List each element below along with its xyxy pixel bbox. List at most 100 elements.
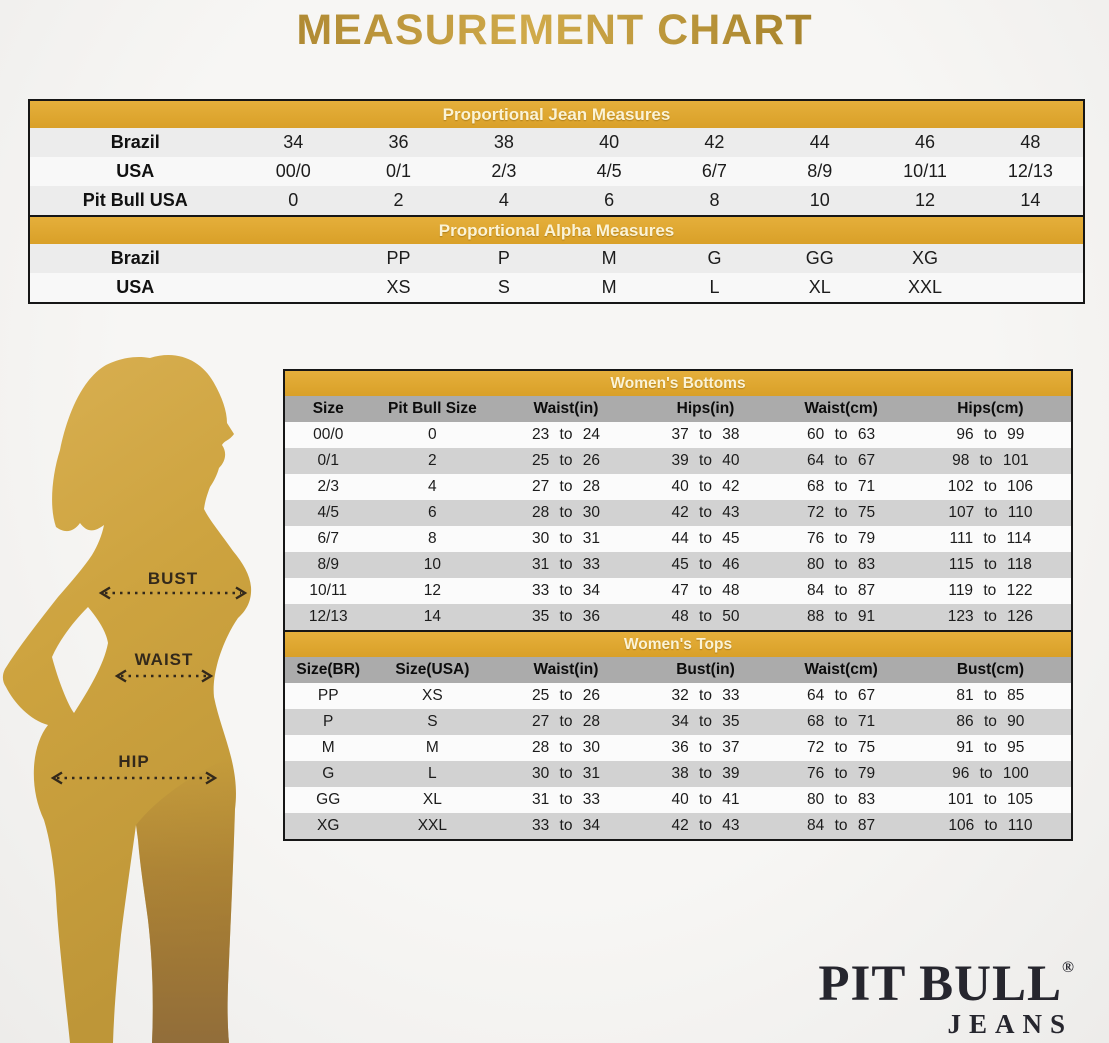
size-value: 00/0 bbox=[313, 426, 344, 443]
size-value: 8 bbox=[428, 530, 437, 547]
size-value: 12/13 bbox=[308, 608, 348, 625]
size-value: 10 bbox=[809, 190, 830, 210]
size-value: M bbox=[601, 248, 617, 268]
size-value: GG bbox=[805, 248, 834, 268]
alpha-measures-header: Proportional Alpha Measures bbox=[30, 215, 1083, 244]
size-value: P bbox=[497, 248, 510, 268]
womens-tops-column-headers: Size(BR) Size(USA) Waist(in) Bust(in) Waist(… bbox=[285, 657, 1071, 683]
size-value: 38 bbox=[493, 132, 514, 152]
size-value: 0/1 bbox=[317, 452, 339, 469]
size-value: XG bbox=[317, 817, 340, 834]
size-value: 0 bbox=[288, 190, 299, 210]
column-header: Waist(in) bbox=[533, 400, 599, 417]
size-value: 6 bbox=[428, 504, 437, 521]
column-header: Bust(in) bbox=[676, 661, 735, 678]
size-value: 2 bbox=[428, 452, 437, 469]
size-value: 0 bbox=[428, 426, 437, 443]
measure-range: 96 to 100 bbox=[952, 765, 1029, 782]
size-value: 12 bbox=[915, 190, 936, 210]
measure-range: 72 to 75 bbox=[807, 739, 876, 756]
row-label: Pit Bull USA bbox=[82, 190, 188, 210]
womens-bottoms-rows: 00/0 0 23 to 24 37 to 38 60 to 63 96 to 99 0/1… bbox=[285, 422, 1071, 630]
measure-range: 106 to 110 bbox=[948, 817, 1033, 834]
size-value: S bbox=[497, 277, 510, 297]
measure-range: 72 to 75 bbox=[807, 504, 876, 521]
size-value: 46 bbox=[915, 132, 936, 152]
size-value: 34 bbox=[283, 132, 304, 152]
size-value: XL bbox=[422, 791, 442, 808]
size-value: 14 bbox=[423, 608, 441, 625]
logo-sub-text: JEANS bbox=[947, 1009, 1073, 1039]
size-value: 42 bbox=[704, 132, 725, 152]
size-value: 40 bbox=[599, 132, 620, 152]
measure-range: 98 to 101 bbox=[952, 452, 1029, 469]
size-value: 10 bbox=[423, 556, 441, 573]
measure-range: 45 to 46 bbox=[671, 556, 740, 573]
woman-silhouette bbox=[2, 354, 252, 1043]
size-value: M bbox=[321, 739, 335, 756]
size-value: 8 bbox=[709, 190, 720, 210]
measure-range: 30 to 31 bbox=[531, 765, 600, 782]
row-label: USA bbox=[116, 161, 155, 181]
size-value: M bbox=[425, 739, 439, 756]
size-value: 14 bbox=[1020, 190, 1041, 210]
size-value: XG bbox=[912, 248, 939, 268]
column-header: Size(USA) bbox=[395, 661, 470, 678]
measure-range: 37 to 38 bbox=[671, 426, 740, 443]
size-value: 48 bbox=[1020, 132, 1041, 152]
measure-range: 107 to 110 bbox=[948, 504, 1033, 521]
measure-range: 64 to 67 bbox=[807, 452, 876, 469]
registered-mark: ® bbox=[1062, 959, 1075, 976]
size-value: 6/7 bbox=[701, 161, 727, 181]
column-header: Waist(cm) bbox=[804, 661, 878, 678]
measure-range: 34 to 35 bbox=[671, 713, 740, 730]
size-value: XL bbox=[808, 277, 831, 297]
measure-range: 25 to 26 bbox=[531, 687, 600, 704]
table-row: USA XS S M L XL XXL bbox=[30, 273, 1083, 302]
size-value: PP bbox=[386, 248, 411, 268]
measure-range: 42 to 43 bbox=[671, 504, 740, 521]
measure-range: 76 to 79 bbox=[807, 530, 876, 547]
measure-range: 86 to 90 bbox=[956, 713, 1025, 730]
size-value: 8/9 bbox=[317, 556, 339, 573]
measure-range: 123 to 126 bbox=[947, 608, 1034, 625]
measure-range: 33 to 34 bbox=[531, 817, 600, 834]
size-value: 8/9 bbox=[807, 161, 833, 181]
table-row: Pit Bull USA 0 2 4 6 8 10 12 14 bbox=[30, 186, 1083, 215]
table-row: G L 30 to 31 38 to 39 76 to 79 96 to 100 bbox=[285, 761, 1071, 787]
column-header: Waist(in) bbox=[533, 661, 599, 678]
hip-label: HIP bbox=[118, 752, 150, 771]
measure-range: 115 to 118 bbox=[948, 556, 1032, 573]
size-value: 00/0 bbox=[275, 161, 311, 181]
waist-arrow-icon bbox=[114, 669, 214, 683]
size-value: 6 bbox=[604, 190, 615, 210]
table-row: 2/3 4 27 to 28 40 to 42 68 to 71 102 to 106 bbox=[285, 474, 1071, 500]
table-row: P S 27 to 28 34 to 35 68 to 71 86 to 90 bbox=[285, 709, 1071, 735]
measure-range: 36 to 37 bbox=[671, 739, 740, 756]
size-value: P bbox=[323, 713, 334, 730]
size-value: S bbox=[427, 713, 438, 730]
size-value: PP bbox=[317, 687, 339, 704]
measure-range: 68 to 71 bbox=[807, 713, 876, 730]
measure-range: 30 to 31 bbox=[531, 530, 600, 547]
measure-range: 84 to 87 bbox=[807, 817, 876, 834]
column-header: Hips(cm) bbox=[957, 400, 1024, 417]
size-value: XS bbox=[386, 277, 411, 297]
measure-range: 47 to 48 bbox=[671, 582, 740, 599]
size-value: L bbox=[709, 277, 720, 297]
column-header: Hips(in) bbox=[676, 400, 735, 417]
measure-range: 91 to 95 bbox=[956, 739, 1025, 756]
table-row: M M 28 to 30 36 to 37 72 to 75 91 to 95 bbox=[285, 735, 1071, 761]
size-value: 12/13 bbox=[1007, 161, 1053, 181]
measure-range: 68 to 71 bbox=[807, 478, 876, 495]
table-row: XG XXL 33 to 34 42 to 43 84 to 87 106 to 110 bbox=[285, 813, 1071, 839]
womens-tops-rows: PP XS 25 to 26 32 to 33 64 to 67 81 to 85 P S 27… bbox=[285, 683, 1071, 839]
table-row: 10/11 12 33 to 34 47 to 48 84 to 87 119 to 12… bbox=[285, 578, 1071, 604]
measure-range: 76 to 79 bbox=[807, 765, 876, 782]
size-value: 2 bbox=[393, 190, 404, 210]
size-value: 4/5 bbox=[317, 504, 339, 521]
column-header: Bust(cm) bbox=[956, 661, 1024, 678]
table-row: 6/7 8 30 to 31 44 to 45 76 to 79 111 to 114 bbox=[285, 526, 1071, 552]
table-row: 4/5 6 28 to 30 42 to 43 72 to 75 107 to 110 bbox=[285, 500, 1071, 526]
